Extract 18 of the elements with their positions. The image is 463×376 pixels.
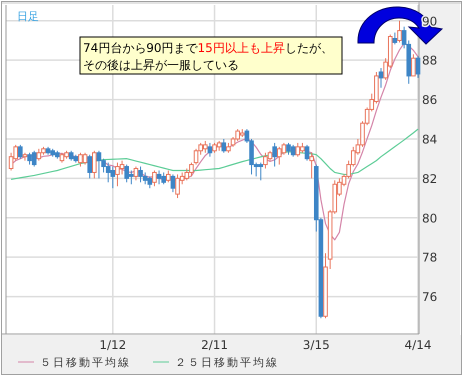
annotation: 日足 (17, 10, 39, 23)
y-tick-label: 82 (422, 172, 438, 186)
annotation: その後は上昇が一服している (83, 58, 239, 72)
legend-label: ２５日移動平均線 (175, 356, 279, 369)
x-tick-label: 1/12 (99, 338, 126, 352)
annotation: したが、 (284, 41, 333, 55)
y-tick-label: 84 (422, 132, 438, 146)
y-tick-label: 76 (422, 290, 438, 304)
y-tick-label: 78 (422, 250, 438, 265)
annotation: 15円以上も上昇 (198, 41, 285, 55)
x-tick-label: 3/15 (302, 338, 330, 352)
annotation: 74円台から90円まで (83, 41, 199, 55)
x-tick-label: 2/11 (201, 338, 228, 352)
x-tick-label: 4/14 (404, 338, 432, 352)
y-tick-label: 88 (422, 54, 438, 68)
y-tick-label: 80 (422, 211, 438, 226)
legend-label: ５日移動平均線 (40, 356, 131, 369)
y-tick-label: 86 (422, 93, 438, 108)
